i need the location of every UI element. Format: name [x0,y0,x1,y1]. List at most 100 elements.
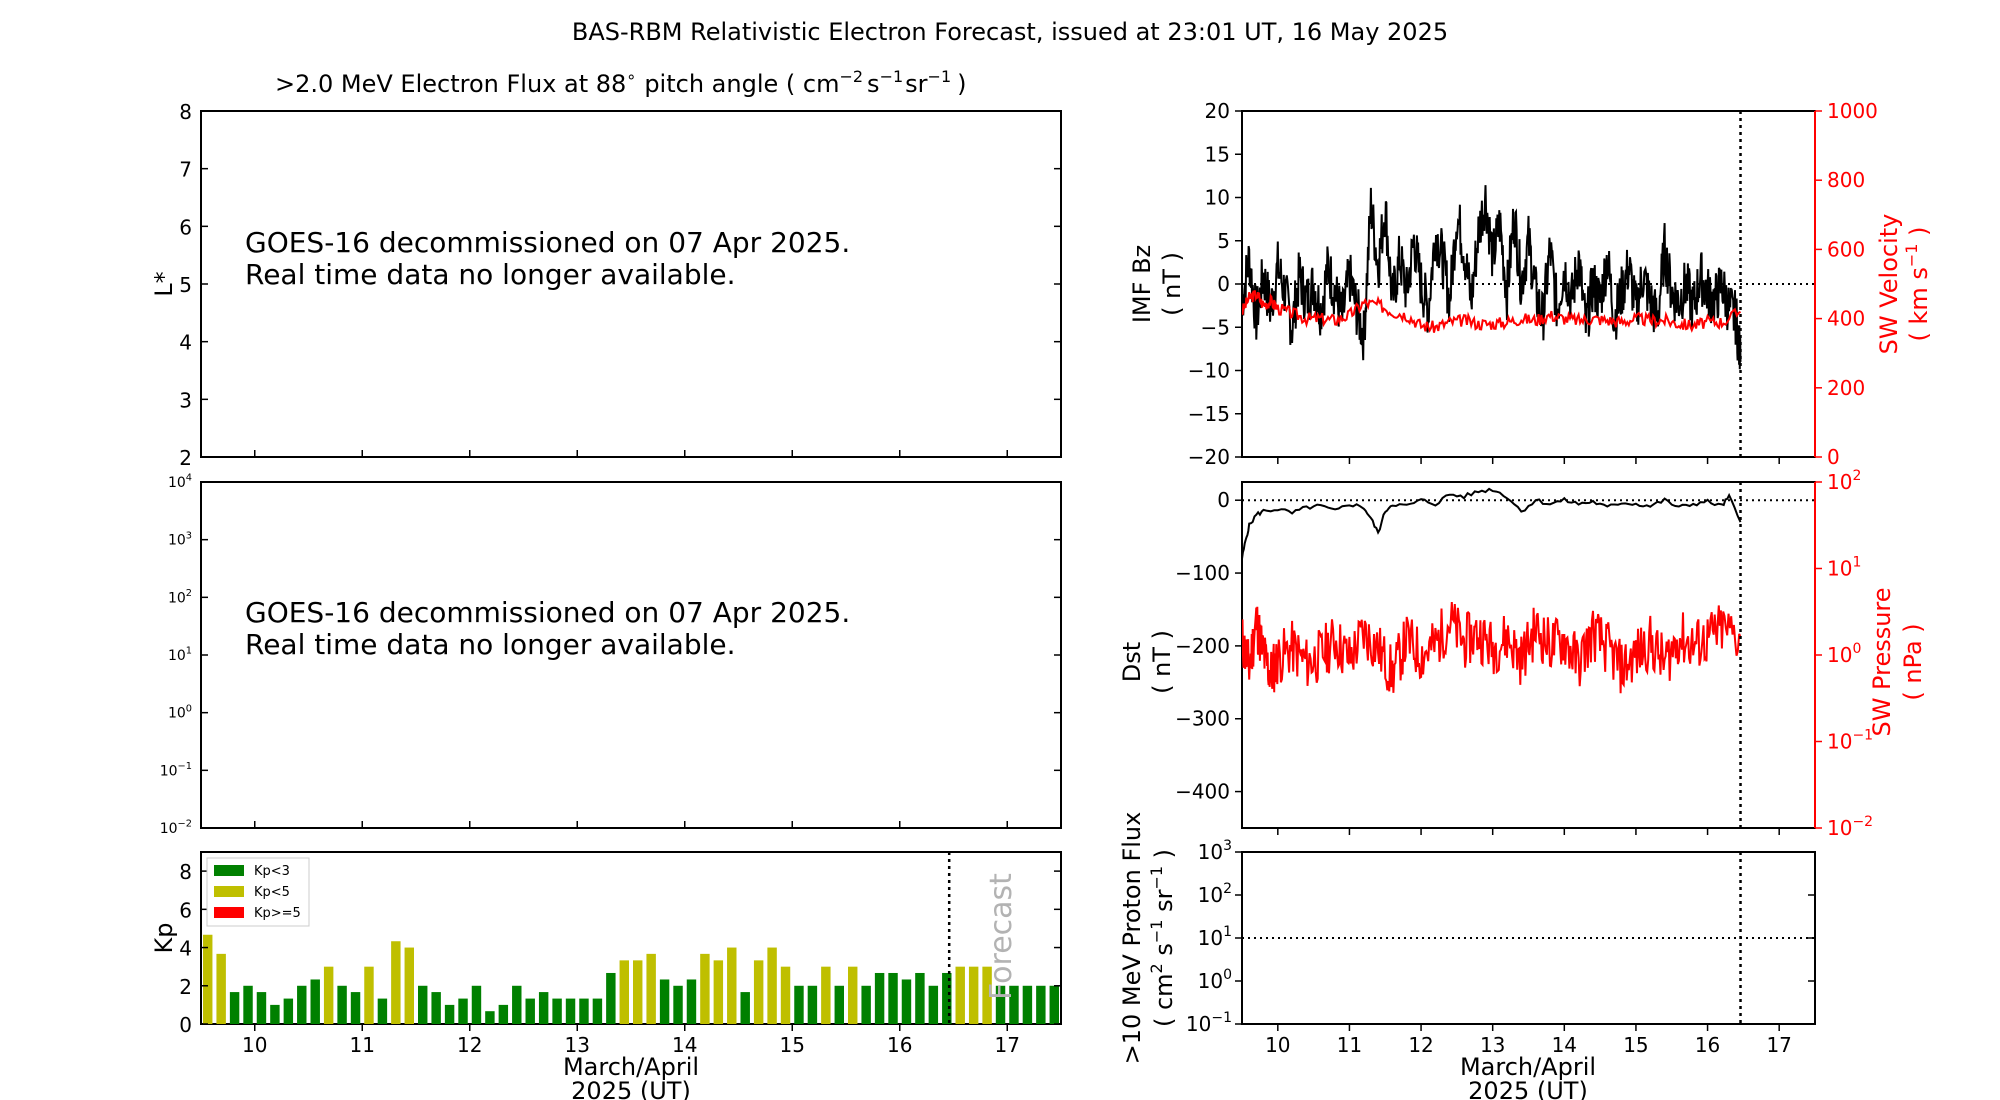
kp-xtick-label: 14 [672,1033,697,1057]
kp-bar [256,992,267,1024]
pressure-ytick-label: 101 [1827,555,1861,581]
imf-ytick-label: 20 [1205,99,1230,123]
proton-flux-panel: 10−1 100 101 102 103 10 11 12 13 14 15 16 17 >10 MeV… [1118,812,1816,1100]
kp-bar [377,998,388,1024]
velocity-ytick-label: 800 [1827,168,1865,192]
kp-xtick-label: 13 [565,1033,590,1057]
proton-ytick-label: 102 [1198,881,1232,907]
pressure-ytick-label: 10−2 [1827,814,1873,840]
velocity-ytick-label: 0 [1827,445,1840,469]
proton-ylabel-units: ( cm2 s−1 sr−1 ) [1147,849,1178,1027]
notice-line-2-b: Real time data no longer available. [245,628,736,661]
legend-label-kp-high: Kp>=5 [254,906,301,921]
lstar-ytick-label: 6 [179,215,192,239]
kp-bar [391,941,401,1024]
right-xlabel-2: 2025 (UT) [1468,1077,1588,1100]
eflux-ytick-label: 10−1 [160,761,192,779]
kp-bar [753,960,764,1024]
kp-bar [404,947,414,1024]
kp-legend: Kp<3 Kp<5 Kp>=5 [206,857,310,927]
sw-velocity-line [1242,290,1742,333]
pressure-ytick-label: 10−1 [1827,728,1873,754]
kp-bar [243,985,253,1024]
kp-bar [297,985,307,1024]
eflux-ytick-label: 100 [168,703,192,721]
proton-xtick-label: 15 [1623,1033,1648,1057]
sw-pressure-line [1242,601,1742,694]
kp-bar [1049,985,1059,1024]
legend-swatch-kp-high [214,907,244,918]
kp-bar [364,966,374,1024]
kp-bar [955,966,965,1024]
lstar-ytick-label: 4 [179,331,192,355]
kp-bar [915,972,925,1024]
kp-panel: 0 2 4 6 8 10 11 12 13 14 15 16 17 Kp Forecast Kp<3 K… [150,851,1062,1100]
kp-bar [565,998,576,1024]
notice-line-1: GOES-16 decommissioned on 07 Apr 2025. [245,226,850,259]
kp-bar [579,998,589,1024]
eflux-ytick-label: 101 [168,646,192,664]
proton-ytick-label: 103 [1198,838,1232,864]
kp-bar [444,1004,455,1024]
legend-label-kp-low: Kp<3 [254,864,290,879]
kp-bar [794,985,804,1024]
imf-ytick-label: 5 [1217,229,1230,253]
kp-bar [942,972,952,1024]
imf-ytick-label: −20 [1188,445,1230,469]
kp-ylabel: Kp [150,923,178,954]
imf-ytick-label: 0 [1217,272,1230,296]
sw-velocity-units: ( km s−1 ) [1902,227,1933,342]
dst-ytick-label: −300 [1175,707,1230,731]
dst-ytick-label: 0 [1217,488,1230,512]
kp-bar [418,985,428,1024]
kp-xtick-label: 12 [457,1033,482,1057]
eflux-ytick-label: 10−2 [160,819,192,837]
lstar-ytick-label: 5 [179,273,192,297]
kp-bar [498,1004,509,1024]
sw-velocity-label: SW Velocity [1875,214,1903,355]
proton-xtick-label: 16 [1695,1033,1720,1057]
proton-ytick-label: 100 [1198,967,1232,993]
electron-flux-panel: 10−2 10−1 100 101 102 103 104 GOES-16 decommis… [160,473,1062,837]
kp-ytick-label: 0 [179,1013,192,1037]
kp-bar [861,985,871,1024]
kp-bar [713,960,724,1024]
proton-xtick-label: 13 [1480,1033,1505,1057]
proton-ytick-label: 10−1 [1186,1010,1232,1036]
legend-label-kp-mid: Kp<5 [254,885,290,900]
proton-xtick-label: 10 [1265,1033,1290,1057]
imf-ylabel: IMF Bz [1128,245,1156,323]
kp-ytick-label: 6 [179,898,192,922]
kp-bar [659,979,670,1024]
dst-line [1242,487,1742,560]
sw-pressure-label: SW Pressure [1868,587,1896,736]
imf-ylabel-units: ( nT ) [1158,252,1186,316]
left-xlabel-1: March/April [563,1053,699,1081]
kp-xtick-label: 15 [780,1033,805,1057]
velocity-ytick-label: 1000 [1827,99,1878,123]
kp-bar [780,966,791,1024]
lstar-ylabel: L* [150,271,178,296]
imf-ytick-label: 10 [1205,186,1230,210]
kp-bar [485,1011,495,1024]
kp-bar [646,953,656,1024]
proton-ylabel: >10 MeV Proton Flux [1118,812,1146,1065]
imf-ytick-label: −15 [1188,402,1230,426]
kp-bar [1022,985,1033,1024]
velocity-ytick-label: 200 [1827,376,1865,400]
kp-bar [633,960,643,1024]
kp-bar [807,985,818,1024]
kp-bar [337,985,347,1024]
proton-xtick-label: 14 [1552,1033,1577,1057]
kp-bar [834,985,844,1024]
lstar-ytick-label: 3 [179,388,192,412]
kp-bar [471,985,482,1024]
velocity-ytick-label: 400 [1827,307,1865,331]
legend-swatch-kp-mid [214,886,244,897]
figure-title: BAS-RBM Relativistic Electron Forecast, … [572,18,1448,46]
dst-ylabel-units: ( nT ) [1148,630,1176,694]
left-xlabel-2: 2025 (UT) [571,1077,691,1100]
velocity-ytick-label: 600 [1827,237,1865,261]
kp-xtick-label: 16 [887,1033,912,1057]
